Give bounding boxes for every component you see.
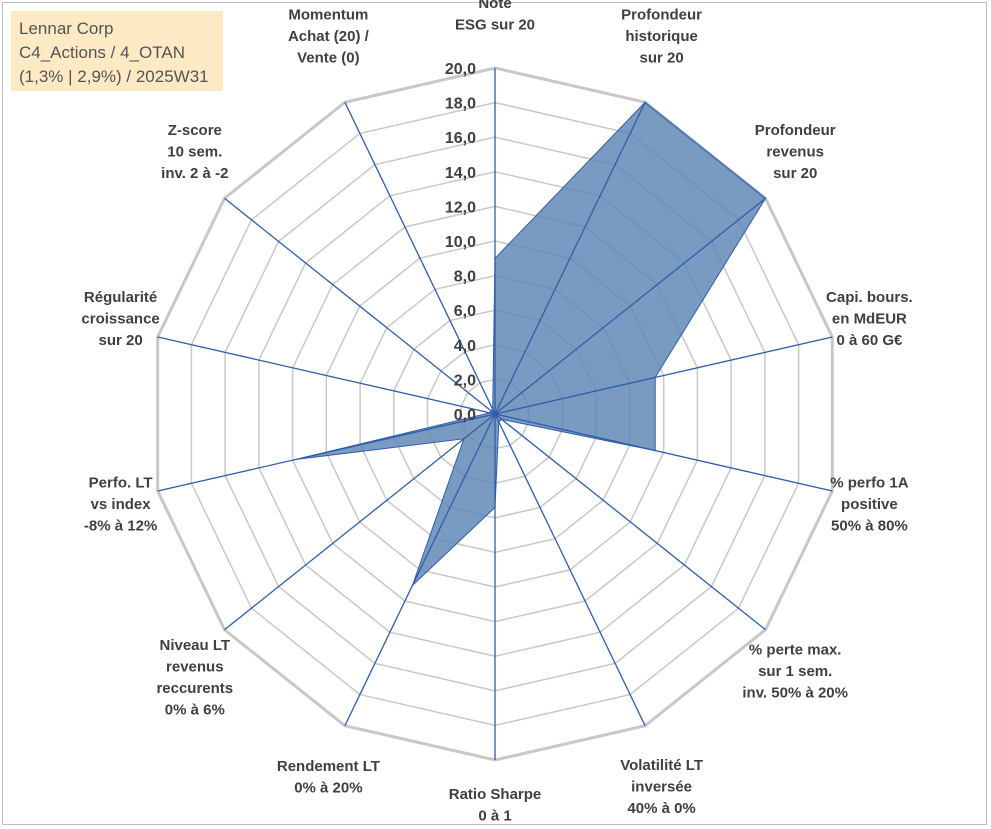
axis-spoke — [224, 413, 496, 631]
axis-label-line: Achat (20) / — [288, 28, 370, 45]
axis-spoke — [157, 413, 496, 492]
tick-label: 2,0 — [454, 372, 476, 389]
tick-label: 18,0 — [445, 96, 476, 113]
axis-label-line: Profondeur — [755, 122, 836, 139]
axis-label-line: 10 sem. — [167, 144, 222, 161]
axis-label-line: Niveau LT — [160, 637, 231, 654]
axis-label-line: Régularité — [84, 289, 157, 306]
axis-spoke — [494, 197, 766, 415]
axis-label-line: % perte max. — [749, 641, 842, 658]
axis-label-line: inv. 50% à 20% — [742, 684, 848, 701]
data-point — [501, 418, 503, 421]
tick-label: 4,0 — [454, 338, 476, 355]
data-point — [498, 421, 500, 423]
series-area — [295, 101, 767, 586]
axis-label-line: ESG sur 20 — [455, 17, 535, 34]
tick-label: 0,0 — [454, 407, 476, 424]
axis-label: Rendement LT 0% à 20% — [277, 758, 380, 797]
data-point — [494, 506, 496, 509]
axis-label-line: sur 20 — [773, 165, 817, 182]
axis-label-line: 0% à 6% — [165, 702, 225, 719]
tick-label: 6,0 — [454, 303, 476, 320]
axis-label-line: Profondeur — [621, 7, 702, 24]
info-box: Lennar Corp C4_Actions / 4_OTAN (1,3% | … — [11, 11, 223, 91]
tick-label: 16,0 — [445, 130, 476, 147]
axis-label: Z-score 10 sem. inv. 2 à -2 — [161, 122, 228, 182]
axis-spoke — [494, 413, 766, 631]
tick-label: 20,0 — [445, 61, 476, 78]
axis-label-line: 0 à 60 G€ — [836, 332, 903, 349]
axis-label-line: sur 1 sem. — [758, 663, 832, 680]
axis-label-line: 50% à 80% — [831, 517, 908, 534]
axis-label: Momentum Achat (20) / Vente (0) — [288, 7, 370, 67]
axis-label: Régularité croissance sur 20 — [81, 289, 159, 349]
axis-label-line: sur 20 — [639, 50, 683, 67]
axis-spoke — [344, 102, 496, 415]
axis-label-line: revenus — [766, 144, 824, 161]
axis-label-line: Rendement LT — [277, 758, 380, 775]
axis-spoke — [494, 336, 833, 415]
data-point — [494, 257, 496, 260]
axis-label-line: croissance — [81, 311, 159, 328]
axis-label-line: Perfo. LT — [89, 474, 153, 491]
axis-label-line: revenus — [166, 659, 224, 676]
axis-label-line: inversée — [631, 778, 692, 795]
axis-label-line: Note — [478, 0, 511, 12]
axis-label-line: historique — [625, 28, 698, 45]
data-point — [463, 438, 465, 440]
tick-label: 8,0 — [454, 269, 476, 286]
tick-label: 10,0 — [445, 234, 476, 251]
info-period: (1,3% | 2,9%) / 2025W31 — [19, 67, 209, 86]
axis-label: Perfo. LT vs index -8% à 12% — [84, 474, 157, 534]
axis-label-line: en MdEUR — [832, 311, 907, 328]
axis-label: Profondeur historique sur 20 — [621, 7, 702, 67]
axis-spoke — [494, 102, 646, 415]
data-point — [295, 458, 297, 461]
axis-label: Note ESG sur 20 — [455, 0, 535, 34]
axis-label-line: % perfo 1A — [830, 474, 909, 491]
axis-label-line: Z-score — [168, 122, 222, 139]
axis-label-line: inv. 2 à -2 — [161, 165, 228, 182]
axis-label-line: Ratio Sharpe — [449, 786, 542, 803]
info-company: Lennar Corp — [19, 19, 114, 38]
axis-label-line: Vente (0) — [297, 50, 360, 67]
axis-label: Profondeur revenus sur 20 — [755, 122, 836, 182]
axis-spoke — [224, 197, 496, 415]
data-point — [654, 449, 656, 452]
axis-label: Volatilité LT inversée 40% à 0% — [620, 757, 703, 817]
data-point — [490, 410, 492, 412]
axis-label-line: Momentum — [288, 7, 368, 24]
data-point — [491, 408, 494, 411]
axis-spoke — [494, 413, 833, 492]
axis-spoke — [157, 336, 496, 415]
axis-label-line: -8% à 12% — [84, 517, 157, 534]
axis-label: Capi. bours. en MdEUR 0 à 60 G€ — [826, 289, 913, 349]
axis-label-line: vs index — [91, 496, 152, 513]
axis-label-line: positive — [841, 496, 898, 513]
axis-spoke — [494, 413, 646, 726]
axis-label-line: Volatilité LT — [620, 757, 703, 774]
axis-label-line: sur 20 — [98, 332, 142, 349]
axis-label-line: 40% à 0% — [627, 800, 695, 817]
axis-label-line: 0% à 20% — [294, 779, 362, 796]
tick-label: 12,0 — [445, 199, 476, 216]
axis-spoke — [344, 413, 496, 726]
axis-label-line: 0 à 1 — [478, 808, 511, 825]
axis-label: % perfo 1A positive 50% à 80% — [830, 474, 909, 534]
axis-label-line: Capi. bours. — [826, 289, 913, 306]
data-point — [411, 584, 414, 587]
data-point — [644, 101, 646, 104]
axis-label: Niveau LT revenus reccurents 0% à 6% — [156, 637, 233, 719]
info-category: C4_Actions / 4_OTAN — [19, 43, 185, 62]
data-point — [654, 376, 656, 379]
axis-label-line: reccurents — [156, 680, 233, 697]
data-point — [764, 197, 767, 200]
tick-label: 14,0 — [445, 165, 476, 182]
axis-label: % perte max. sur 1 sem. inv. 50% à 20% — [742, 641, 848, 701]
data-point — [489, 412, 491, 414]
axis-label: Ratio Sharpe 0 à 1 — [449, 786, 542, 825]
